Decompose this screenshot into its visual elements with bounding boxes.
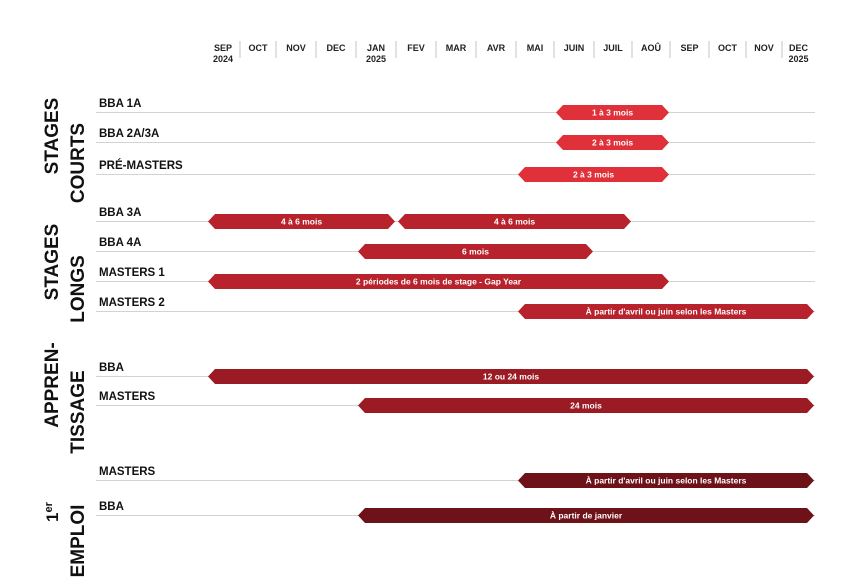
group-title: LONGS — [68, 255, 89, 323]
duration-bar — [518, 473, 814, 488]
group-title: TISSAGE — [68, 370, 89, 453]
month-label: JAN — [367, 43, 385, 53]
month-label: AVR — [487, 43, 506, 53]
duration-bar — [556, 135, 669, 150]
duration-bar — [208, 274, 669, 289]
row-label: BBA 2A/3A — [99, 128, 159, 140]
month-label: OCT — [718, 43, 738, 53]
duration-bar-label: 1 à 3 mois — [592, 108, 633, 118]
duration-bar-label: 24 mois — [570, 401, 602, 411]
row-label: MASTERS 2 — [99, 297, 165, 309]
duration-bar — [518, 167, 669, 182]
row-label: PRÉ-MASTERS — [99, 159, 183, 172]
duration-bar-label: À partir de janvier — [550, 511, 623, 521]
group-title: COURTS — [68, 123, 89, 203]
row-label: BBA — [99, 362, 124, 374]
row-label: MASTERS 1 — [99, 267, 165, 279]
duration-bar — [398, 214, 631, 229]
month-label: OCT — [249, 43, 269, 53]
month-label: MAR — [446, 43, 467, 53]
row-label: BBA — [99, 501, 124, 513]
row-label: MASTERS — [99, 391, 156, 403]
month-label: JUIL — [603, 43, 623, 53]
group-title: 1er — [43, 501, 62, 522]
duration-bar-label: 2 périodes de 6 mois de stage - Gap Year — [356, 277, 522, 287]
month-label: JUIN — [564, 43, 585, 53]
group-title: STAGES — [42, 98, 63, 175]
group-title: APPREN- — [42, 342, 63, 428]
duration-bar — [556, 105, 669, 120]
row-label: BBA 1A — [99, 98, 141, 110]
duration-bar-label: 2 à 3 mois — [573, 170, 614, 180]
duration-bar — [208, 369, 814, 384]
row-label: MASTERS — [99, 466, 156, 478]
year-label: 2025 — [366, 54, 386, 64]
year-label: 2024 — [213, 54, 233, 64]
month-label: SEP — [214, 43, 232, 53]
month-label: NOV — [754, 43, 774, 53]
duration-bar — [208, 214, 395, 229]
month-label: DEC — [326, 43, 346, 53]
row-label: BBA 3A — [99, 207, 141, 219]
month-label: DEC — [789, 43, 809, 53]
group-title: STAGES — [42, 224, 63, 301]
month-label: NOV — [286, 43, 306, 53]
year-label: 2025 — [788, 54, 808, 64]
month-label: FEV — [407, 43, 425, 53]
duration-bar-label: À partir d'avril ou juin selon les Maste… — [586, 307, 747, 317]
group-title: EMPLOI — [68, 505, 89, 578]
duration-bar — [518, 304, 814, 319]
month-label: AOÛ — [641, 42, 661, 53]
duration-bar-label: 12 ou 24 mois — [483, 372, 539, 382]
month-label: MAI — [527, 43, 544, 53]
duration-bar-label: 2 à 3 mois — [592, 138, 633, 148]
duration-bar — [358, 244, 593, 259]
duration-bar — [358, 398, 814, 413]
duration-bar-label: 4 à 6 mois — [281, 217, 322, 227]
duration-bar-label: À partir d'avril ou juin selon les Maste… — [586, 476, 747, 486]
duration-bar-label: 6 mois — [462, 247, 489, 257]
row-label: BBA 4A — [99, 237, 141, 249]
month-label: SEP — [680, 43, 698, 53]
duration-bar — [358, 508, 814, 523]
duration-bar-label: 4 à 6 mois — [494, 217, 535, 227]
